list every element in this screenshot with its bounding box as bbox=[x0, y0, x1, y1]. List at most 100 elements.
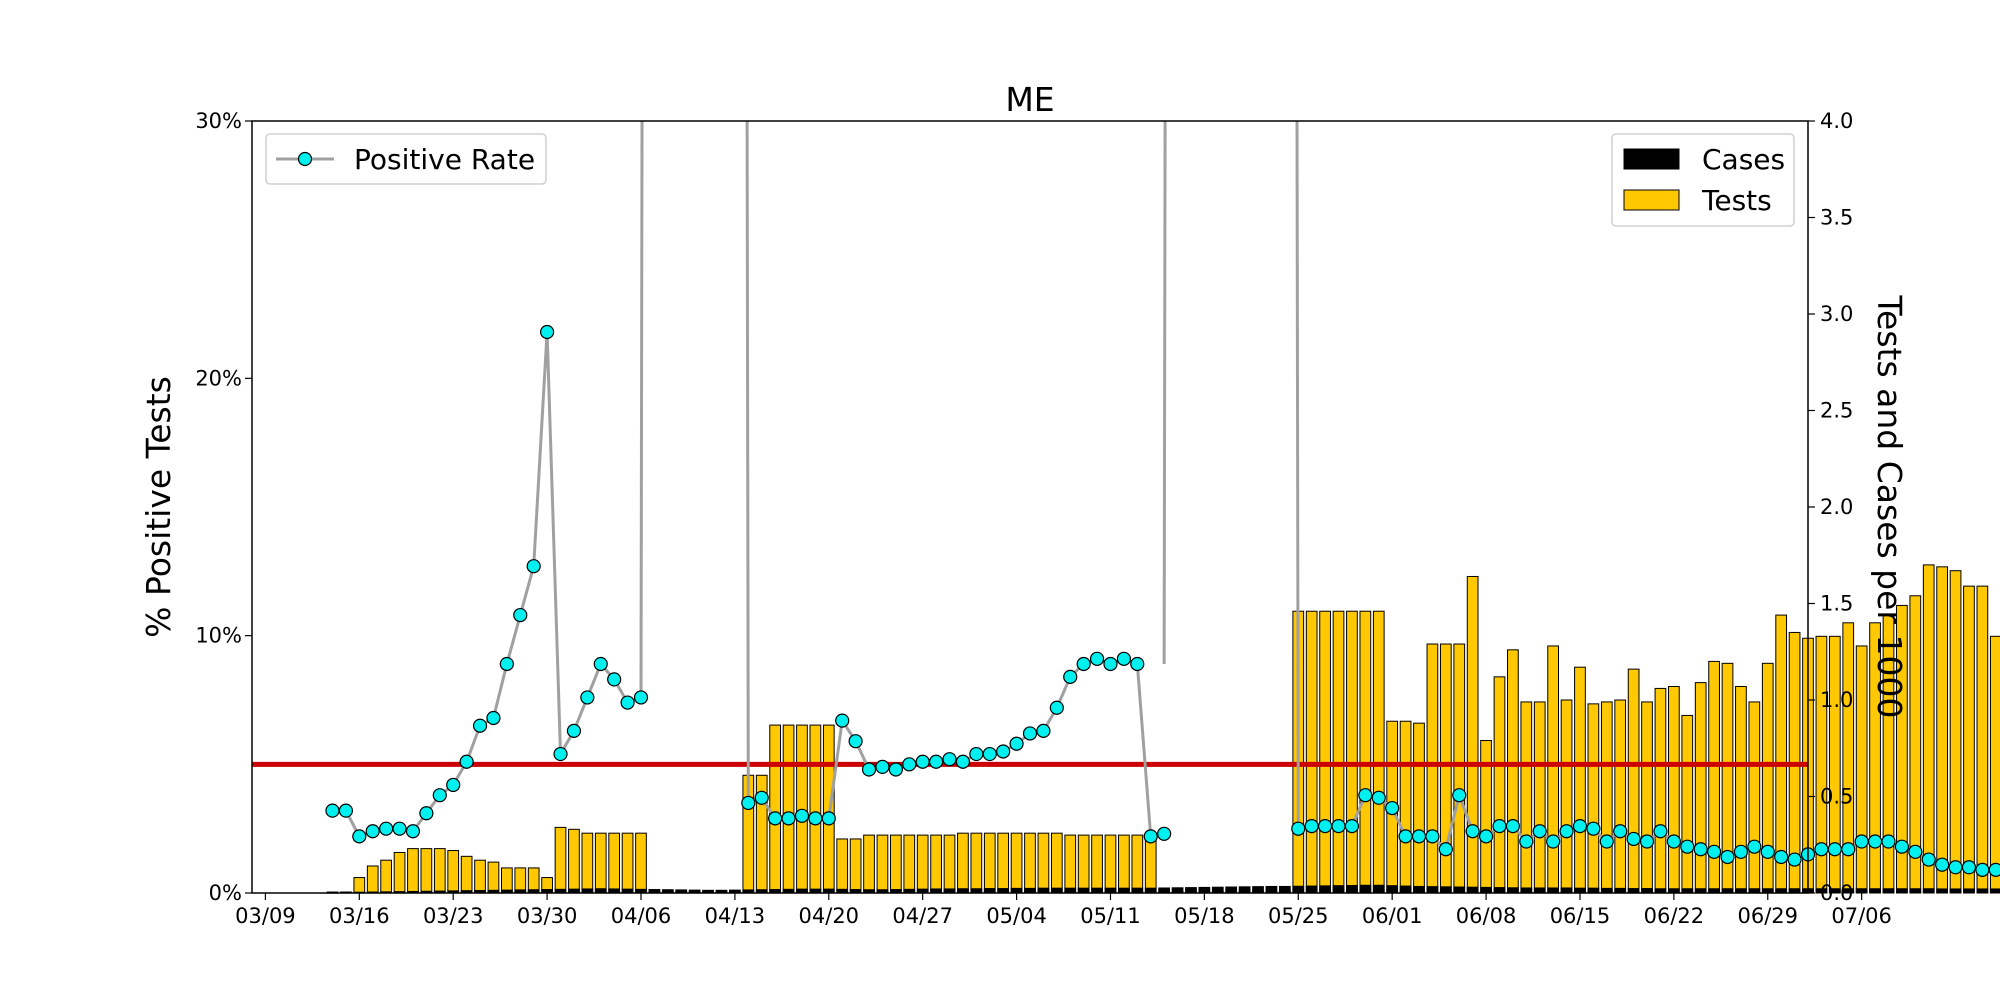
positive-rate-marker bbox=[1076, 656, 1091, 672]
cases-bar bbox=[1399, 885, 1412, 894]
cases-bar bbox=[1533, 887, 1546, 894]
positive-rate-marker bbox=[1760, 844, 1775, 859]
y-right-tick-label: 0.5 bbox=[1820, 785, 1853, 809]
cases-bar bbox=[1319, 885, 1331, 894]
x-tick-label: 06/08 bbox=[1456, 904, 1517, 928]
y-left-tick-label: 10% bbox=[195, 624, 242, 648]
tests-bar bbox=[608, 832, 621, 894]
tests-bar bbox=[1359, 610, 1372, 894]
y-right-tick-label: 3.0 bbox=[1820, 302, 1853, 326]
positive-rate-marker bbox=[982, 746, 997, 762]
positive-rate-marker bbox=[835, 713, 850, 728]
positive-rate-marker bbox=[1371, 790, 1386, 805]
tests-bar bbox=[635, 832, 647, 894]
positive-rate-marker bbox=[513, 607, 528, 623]
cases-bar bbox=[1413, 885, 1425, 894]
tests-bar bbox=[1936, 566, 1949, 894]
tests-bar bbox=[997, 832, 1010, 894]
cases-bar bbox=[1225, 886, 1238, 894]
tests-bar bbox=[903, 834, 916, 894]
tests-bar bbox=[1735, 685, 1747, 894]
legend-tests-cases: Cases Tests bbox=[1611, 133, 1795, 227]
tests-bar bbox=[1399, 720, 1412, 894]
positive-rate-marker bbox=[969, 746, 984, 762]
tests-bar bbox=[916, 834, 929, 894]
cases-bar bbox=[1815, 888, 1828, 894]
cases-bar bbox=[1238, 886, 1251, 894]
tests-bar bbox=[1507, 649, 1519, 894]
positive-rate-marker bbox=[1894, 839, 1910, 854]
tests-bar bbox=[1963, 585, 1975, 894]
positive-rate-marker bbox=[942, 752, 957, 767]
y-right-tick-label: 1.0 bbox=[1820, 688, 1853, 712]
positive-rate-marker bbox=[620, 695, 635, 710]
cases-bar bbox=[1842, 888, 1855, 894]
positive-rate-marker bbox=[1411, 829, 1427, 844]
x-tick-label: 04/06 bbox=[611, 904, 672, 928]
cases-bar bbox=[1989, 888, 2000, 894]
positive-rate-marker bbox=[781, 811, 796, 826]
positive-rate-marker bbox=[1559, 824, 1574, 839]
y-left-tick-label: 30% bbox=[195, 109, 242, 133]
tests-bar bbox=[1520, 701, 1533, 894]
tests-bar bbox=[474, 859, 486, 894]
positive-rate-marker bbox=[1304, 818, 1319, 834]
positive-rate-marker bbox=[379, 821, 394, 836]
positive-rate-marker bbox=[539, 324, 555, 340]
x-tick-label: 05/04 bbox=[986, 904, 1047, 928]
legend-swatch-tests bbox=[1623, 189, 1680, 211]
positive-rate-marker bbox=[741, 795, 756, 811]
cases-bar bbox=[1882, 888, 1895, 894]
tests-bars bbox=[326, 564, 2000, 894]
legend-label-positive-rate: Positive Rate bbox=[354, 143, 535, 176]
positive-rate-marker bbox=[1143, 829, 1158, 844]
positive-rate-marker bbox=[1639, 834, 1655, 849]
cases-bar bbox=[1949, 888, 1962, 894]
x-tick-label: 03/09 bbox=[235, 904, 296, 928]
tests-bar bbox=[1024, 832, 1036, 894]
x-tick-label: 06/01 bbox=[1362, 904, 1423, 928]
tests-bar bbox=[1547, 645, 1560, 894]
tests-bar bbox=[1077, 834, 1090, 894]
positive-rate-marker bbox=[1814, 842, 1829, 857]
positive-rate-marker bbox=[1774, 849, 1789, 865]
cases-bar bbox=[1507, 887, 1519, 894]
tests-bar bbox=[366, 865, 379, 894]
tests-bar bbox=[1131, 834, 1144, 894]
positive-rate-marker bbox=[1063, 669, 1078, 684]
tests-bar bbox=[1694, 682, 1707, 894]
positive-rate-marker bbox=[486, 710, 501, 726]
cases-bar bbox=[1963, 888, 1975, 894]
x-tick-label: 03/30 bbox=[517, 904, 578, 928]
positive-rate-marker bbox=[1331, 818, 1346, 834]
cases-bar bbox=[1305, 885, 1318, 894]
tests-bar bbox=[1533, 701, 1546, 894]
positive-rate-marker bbox=[1291, 821, 1306, 836]
positive-rate-spike bbox=[745, 120, 750, 803]
positive-rate-marker bbox=[1988, 862, 2000, 877]
axes: 0% 10% 20% 30% 0.0 0.5 1.0 1.5 2.0 2.5 3.0 3.5 4.0 03… bbox=[195, 109, 1892, 928]
tests-bar bbox=[393, 851, 406, 894]
tests-bar bbox=[1748, 701, 1761, 894]
positive-rate-marker bbox=[875, 759, 890, 775]
positive-rate-marker bbox=[338, 803, 353, 818]
tests-bar bbox=[581, 832, 594, 894]
positive-rate-marker bbox=[1036, 723, 1051, 738]
positive-rate-marker bbox=[365, 824, 380, 839]
x-tick-label: 05/11 bbox=[1080, 904, 1141, 928]
positive-rate-marker bbox=[1546, 834, 1561, 849]
positive-rate-marker bbox=[1908, 844, 1923, 859]
positive-rate-marker bbox=[1653, 824, 1668, 839]
positive-rate-marker bbox=[1492, 818, 1507, 834]
positive-rate-marker bbox=[593, 656, 608, 672]
legend-positive-rate: Positive Rate bbox=[265, 133, 547, 185]
positive-rate-spike bbox=[1162, 120, 1167, 664]
positive-rate-marker bbox=[1733, 844, 1749, 859]
tests-bar bbox=[1976, 585, 1989, 894]
tests-bar bbox=[836, 838, 849, 894]
positive-rate-marker bbox=[955, 754, 971, 769]
tests-bar bbox=[1118, 834, 1130, 894]
cases-bar bbox=[1869, 888, 1881, 894]
cases-bar bbox=[1198, 886, 1211, 894]
